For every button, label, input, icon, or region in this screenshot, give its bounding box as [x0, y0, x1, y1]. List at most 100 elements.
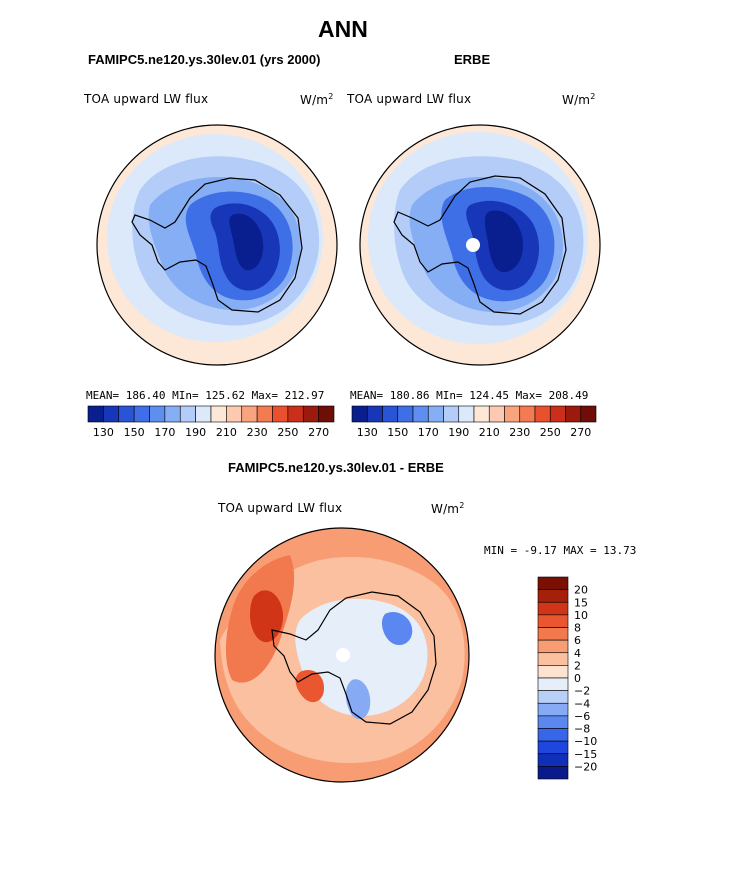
diff-colorbar-swatch [537, 576, 569, 590]
diff-colorbar-swatch [537, 702, 569, 717]
diff-colorbar-swatch [537, 740, 569, 755]
model-colorbar-swatch [287, 405, 304, 423]
obs-region-dome [484, 210, 524, 273]
obs-colorbar-swatch [534, 405, 551, 423]
diff-colorbar-swatch [537, 665, 569, 679]
diff-colorbar-tick-label: −10 [574, 735, 597, 748]
diff-region-peninsula [250, 590, 284, 643]
diff-colorbar-tick-label: 6 [574, 634, 581, 647]
obs-colorbar-tick-label: 170 [418, 426, 439, 439]
diff-colorbar-swatch [537, 715, 569, 729]
obs-colorbar-tick-label: 130 [357, 426, 378, 439]
model-colorbar-tick-label: 130 [93, 426, 114, 439]
diff-colorbar-swatch [537, 728, 569, 742]
model-colorbar-swatch [149, 405, 166, 423]
diff-panel-header: FAMIPC5.ne120.ys.30lev.01 - ERBE [228, 460, 444, 475]
obs-colorbar-tick-label: 190 [448, 426, 469, 439]
obs-units-label: W/m2 [562, 92, 596, 107]
obs-colorbar-swatch [504, 405, 521, 423]
obs-colorbar-swatch [549, 405, 566, 423]
diff-coastline [271, 591, 437, 725]
diff-colorbar-tick-label: −20 [574, 760, 597, 773]
obs-colorbar-swatch [412, 405, 429, 423]
diff-colorbar-tick-label: 2 [574, 659, 581, 672]
model-colorbar-swatch [226, 405, 243, 423]
model-colorbar-swatch [87, 405, 104, 423]
diff-colorbar-tick-label: −6 [574, 710, 590, 723]
obs-colorbar-tick-label: 270 [570, 426, 591, 439]
obs-colorbar-tick-label: 250 [540, 426, 561, 439]
diff-missing-pole [336, 648, 350, 662]
diff-colorbar-swatch [537, 690, 569, 704]
diff-colorbar-tick-label: 10 [574, 609, 588, 622]
diff-minmax: MIN = -9.17 MAX = 13.73 [484, 544, 637, 557]
diff-colorbar-tick-label: 15 [574, 596, 588, 609]
model-units-label: W/m2 [300, 92, 334, 107]
obs-colorbar-swatch [427, 405, 444, 423]
obs-colorbar-swatch [382, 405, 399, 423]
diff-colorbar-tick-label: 4 [574, 647, 581, 660]
model-colorbar-swatch [164, 405, 181, 423]
model-variable-label: TOA upward LW flux [84, 92, 209, 106]
obs-colorbar-tick-label: 210 [479, 426, 500, 439]
model-stats: MEAN= 186.40 MIn= 125.62 Max= 212.97 [86, 389, 325, 402]
obs-colorbar-swatch [519, 405, 536, 423]
diff-map [215, 528, 469, 782]
diff-variable-label: TOA upward LW flux [218, 501, 343, 515]
obs-missing-pole [466, 238, 480, 252]
obs-variable-label: TOA upward LW flux [347, 92, 472, 106]
model-colorbar-swatch [103, 405, 120, 423]
obs-colorbar-tick-label: 150 [387, 426, 408, 439]
diff-colorbar-tick-label: −2 [574, 685, 590, 698]
model-colorbar-tick-label: 250 [277, 426, 298, 439]
model-colorbar-swatch [118, 405, 135, 423]
diff-colorbar-swatch [537, 639, 569, 654]
diff-colorbar-swatch [537, 652, 569, 666]
obs-map [360, 125, 600, 365]
obs-colorbar-swatch [397, 405, 414, 423]
diff-colorbar-tick-label: −8 [574, 723, 590, 736]
model-colorbar-swatch [318, 405, 335, 423]
model-colorbar-swatch [195, 405, 212, 423]
model-colorbar-tick-label: 190 [185, 426, 206, 439]
obs-colorbar-swatch [488, 405, 505, 423]
model-panel-header: FAMIPC5.ne120.ys.30lev.01 (yrs 2000) [88, 52, 321, 67]
diff-colorbar-swatch [537, 627, 569, 641]
diff-colorbar-tick-label: 8 [574, 622, 581, 635]
page-title: ANN [318, 16, 368, 42]
obs-colorbar: 130 150 170 190 210 230 250 270 [351, 405, 597, 439]
obs-colorbar-swatch [443, 405, 460, 423]
model-colorbar-swatch [133, 405, 150, 423]
obs-map-border [359, 124, 601, 366]
diff-colorbar-tick-label: 0 [574, 672, 581, 685]
model-map-border [96, 124, 338, 366]
diff-region-ross [345, 679, 371, 720]
diff-colorbar-tick-label: −15 [574, 748, 597, 761]
model-colorbar-tick-label: 150 [124, 426, 145, 439]
obs-colorbar-swatch [565, 405, 582, 423]
diff-colorbar-swatch [537, 766, 569, 780]
model-colorbar-tick-label: 170 [154, 426, 175, 439]
obs-panel-header: ERBE [454, 52, 491, 67]
diff-map-border [214, 527, 470, 783]
model-colorbar-swatch [210, 405, 227, 423]
model-colorbar-swatch [302, 405, 319, 423]
model-region-dome [229, 213, 264, 271]
model-coastline [131, 177, 303, 313]
obs-stats: MEAN= 180.86 MIn= 124.45 Max= 208.49 [350, 389, 589, 402]
obs-colorbar-swatch [351, 405, 368, 423]
model-map [97, 125, 337, 365]
model-colorbar: 130 150 170 190 210 230 250 270 [87, 405, 335, 439]
model-colorbar-swatch [241, 405, 258, 423]
diff-units-label: W/m2 [431, 501, 465, 516]
obs-coastline [393, 175, 567, 315]
obs-colorbar-swatch [458, 405, 475, 423]
obs-colorbar-tick-label: 230 [509, 426, 530, 439]
obs-colorbar-swatch [473, 405, 490, 423]
model-colorbar-tick-label: 270 [308, 426, 329, 439]
obs-colorbar-swatch [366, 405, 383, 423]
diff-colorbar-swatch [537, 753, 569, 767]
model-colorbar-swatch [256, 405, 273, 423]
